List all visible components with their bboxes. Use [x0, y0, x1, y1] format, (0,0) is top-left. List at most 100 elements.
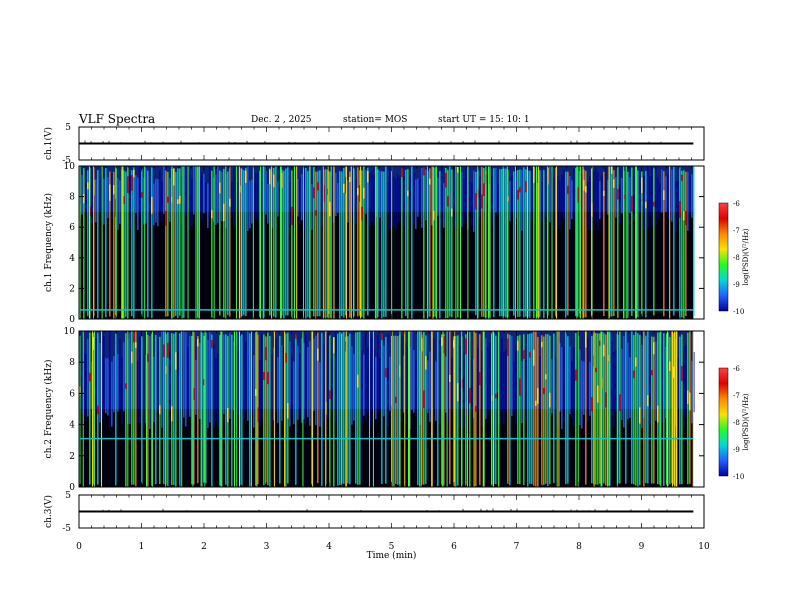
hot-spot [211, 210, 213, 219]
sferic-streak [533, 169, 535, 319]
sferic-streak [473, 170, 475, 232]
sferic-streak [487, 179, 489, 217]
sferic-streak [153, 183, 155, 226]
hot-spot [549, 392, 551, 408]
hot-spot [361, 206, 363, 221]
hot-spot [151, 196, 153, 214]
sferic-streak [567, 336, 569, 484]
sferic-streak [157, 178, 159, 227]
sferic-streak [571, 180, 573, 220]
hot-spot [263, 372, 265, 380]
sferic-streak [553, 333, 555, 484]
hot-spot [617, 188, 619, 200]
sferic-streak [307, 170, 309, 318]
sferic-streak [139, 166, 141, 217]
sferic-streak [117, 354, 119, 412]
sferic-streak [529, 333, 531, 484]
hot-spot [203, 379, 205, 386]
sferic-streak [335, 172, 337, 217]
sferic-streak [683, 170, 685, 319]
hot-spot [197, 338, 199, 347]
sferic-streak [693, 351, 695, 413]
sferic-streak [193, 166, 195, 215]
sferic-streak [301, 338, 303, 423]
sferic-streak [423, 167, 425, 319]
sferic-streak [345, 336, 347, 487]
hot-spot [451, 208, 453, 217]
sferic-streak [89, 332, 91, 485]
hot-spot [519, 378, 521, 396]
sferic-streak [215, 174, 217, 225]
hot-spot [349, 176, 351, 183]
hot-spot [421, 338, 423, 352]
hot-spot [457, 166, 459, 173]
hot-spot [575, 369, 577, 381]
sferic-streak [673, 333, 675, 485]
hot-spot [401, 168, 403, 178]
sferic-streak [549, 166, 551, 223]
sferic-streak [331, 358, 333, 411]
sferic-streak [619, 168, 621, 224]
sferic-streak [645, 170, 647, 318]
sferic-streak [491, 175, 493, 225]
hot-spot [159, 405, 161, 415]
sferic-streak [221, 171, 223, 222]
hot-spot [441, 337, 443, 346]
sferic-streak [275, 338, 277, 412]
sferic-streak [497, 183, 499, 216]
sferic-streak [159, 170, 161, 213]
sferic-streak [671, 331, 673, 484]
hot-spot [475, 405, 477, 412]
hot-spot [603, 344, 605, 357]
sferic-streak [155, 335, 157, 485]
y-tick-label: 0 [69, 315, 75, 325]
sferic-streak [289, 341, 291, 427]
sferic-streak [175, 171, 177, 316]
sferic-streak [119, 180, 121, 224]
hot-spot [165, 210, 167, 226]
sferic-streak [487, 347, 489, 416]
sferic-streak [351, 346, 353, 425]
sferic-streak [661, 169, 663, 213]
sferic-streak [313, 338, 315, 412]
sferic-streak [231, 334, 233, 487]
sferic-streak [663, 333, 665, 486]
sferic-streak [495, 335, 497, 484]
hot-spot [599, 340, 601, 346]
sferic-streak [671, 169, 673, 222]
sferic-streak [313, 167, 315, 317]
sferic-streak [579, 166, 581, 318]
sferic-streak [243, 333, 245, 420]
sferic-streak [645, 335, 647, 484]
sferic-streak [245, 167, 247, 317]
sferic-streak [443, 333, 445, 486]
sferic-streak [329, 171, 331, 318]
sferic-streak [571, 361, 573, 419]
sferic-streak [389, 356, 391, 411]
sferic-streak [165, 170, 167, 317]
sferic-streak [151, 333, 153, 486]
sferic-streak [83, 352, 85, 416]
sferic-streak [247, 331, 249, 421]
y-tick-label: 8 [69, 358, 75, 368]
sferic-streak [117, 178, 119, 230]
sferic-streak [415, 360, 417, 417]
sferic-streak [597, 333, 599, 485]
sferic-streak [395, 335, 397, 484]
sferic-streak [511, 336, 513, 417]
sferic-streak [639, 174, 641, 213]
hot-spot [97, 405, 99, 415]
sferic-streak [291, 170, 293, 319]
sferic-streak [405, 342, 407, 425]
hot-spot [395, 396, 397, 403]
sferic-streak [175, 332, 177, 487]
hot-spot [603, 190, 605, 197]
sferic-streak [173, 168, 175, 318]
hot-spot [109, 184, 111, 201]
sferic-streak [251, 179, 253, 224]
sferic-streak [463, 178, 465, 224]
sferic-streak [605, 334, 607, 486]
hot-spot [591, 397, 593, 412]
sferic-streak [375, 356, 377, 420]
